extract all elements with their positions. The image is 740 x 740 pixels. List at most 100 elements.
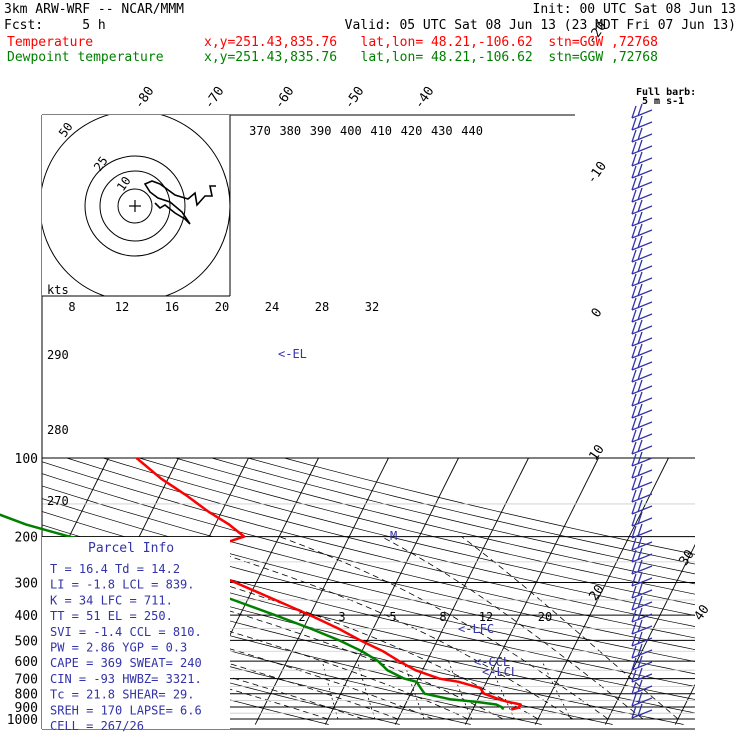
wind-barb-staff — [631, 277, 653, 287]
wind-barb-flag — [631, 513, 637, 527]
parcel-info-row: Tc = 21.8 SHEAR= 29. — [50, 688, 195, 702]
wind-barb-staff — [631, 229, 653, 239]
pressure-tick-label: 100 — [15, 452, 38, 467]
theta-e-label: 410 — [370, 124, 392, 138]
wind-barb-flag — [631, 297, 637, 311]
wind-barb-flag — [631, 501, 637, 515]
wind-barb-flag — [637, 199, 643, 213]
wind-barb-flag — [631, 489, 637, 503]
wind-barb-flag — [631, 633, 637, 647]
temperature-tick-label: -80 — [132, 84, 158, 112]
pressure-tick-label: 1000 — [7, 713, 38, 728]
temperature-tick-label: -50 — [342, 84, 368, 112]
wind-barb-staff — [631, 673, 653, 683]
wind-barb-staff — [631, 565, 653, 575]
parcel-info-row: SVI = -1.4 CCL = 810. — [50, 625, 202, 639]
mixing-ratio-label: 3 — [338, 610, 345, 624]
dry-adiabat — [211, 457, 695, 575]
wind-barb-flag — [631, 189, 637, 203]
wind-barb-flag — [631, 105, 637, 119]
temperature-tick-label: -60 — [272, 84, 298, 112]
hodograph-speed-label: 24 — [265, 300, 279, 314]
hodograph-speed-label: 16 — [165, 300, 179, 314]
isotherm — [394, 457, 529, 725]
wind-barb-flag — [631, 381, 637, 395]
wind-barb-staff — [631, 109, 653, 119]
temperature-tick-label: 0 — [589, 305, 606, 320]
hodograph-trace — [143, 180, 216, 225]
wind-barb-flag — [637, 463, 643, 477]
dry-adiabat — [42, 473, 695, 639]
parcel-info-row: SREH = 170 LAPSE= 6.6 — [50, 703, 202, 717]
parcel-info-row: LI = -1.8 LCL = 839. — [50, 578, 195, 592]
wind-barb-flag — [637, 475, 643, 489]
wind-barb-flag — [637, 391, 643, 405]
wind-barb-staff — [631, 517, 653, 527]
wind-barb-flag — [637, 259, 643, 273]
parcel-info-row: K = 34 LFC = 711. — [50, 593, 173, 607]
profile-annotation: M — [390, 529, 397, 543]
wind-barb-staff — [631, 289, 653, 299]
dewpoint-profile — [0, 513, 505, 711]
wind-barb-flag — [637, 379, 643, 393]
dry-adiabat — [42, 498, 695, 662]
wind-barb-staff — [631, 217, 653, 227]
pressure-tick-label: 900 — [15, 701, 38, 716]
wind-barb-staff — [631, 649, 653, 659]
profile-annotation: <-LCL — [482, 665, 518, 679]
wind-barb-flag — [631, 165, 637, 179]
dry-adiabat — [42, 597, 542, 725]
hodograph-ring-50 — [84, 155, 186, 257]
wind-barb-flag — [631, 345, 637, 359]
profile-annotation: <-EL — [278, 347, 307, 361]
wind-barb-flag — [631, 429, 637, 443]
forecast-hour: Fcst: 5 h — [4, 18, 106, 33]
dewpoint-location: x,y=251.43,835.76 lat,lon= 48.21,-106.62… — [204, 50, 658, 65]
wind-barb-staff — [631, 349, 653, 359]
wind-barb-flag — [631, 681, 637, 695]
wind-barb-flag — [637, 331, 643, 345]
wind-barb-flag — [631, 549, 637, 563]
wind-barb-flag — [637, 631, 643, 645]
wind-barb-staff — [631, 625, 653, 635]
dry-adiabat — [42, 581, 613, 725]
temperature-tick-label: 40 — [691, 602, 712, 623]
wind-barb-flag — [631, 585, 637, 599]
hodograph-speed-label: 28 — [315, 300, 329, 314]
temperature-tick-label: -70 — [202, 84, 228, 112]
wind-barb-flag — [631, 693, 637, 707]
wind-barb-flag — [631, 213, 637, 227]
hodograph-speed-label: 32 — [365, 300, 379, 314]
wind-barb-flag — [637, 595, 643, 609]
dry-adiabat — [139, 457, 695, 595]
wind-barb-flag — [631, 477, 637, 491]
wind-barb-staff — [631, 445, 653, 455]
wind-barb-staff — [631, 541, 653, 551]
wind-barb-flag — [637, 655, 643, 669]
dry-adiabat — [102, 457, 695, 606]
isotherm — [464, 457, 599, 725]
theta-e-label: 430 — [431, 124, 453, 138]
pressure-tick-label: 200 — [15, 531, 38, 546]
wind-barb-staff — [631, 433, 653, 443]
wind-barb-staff — [631, 169, 653, 179]
pressure-tick-label: 600 — [15, 655, 38, 670]
wind-barb-staff — [631, 469, 653, 479]
wind-barb-staff — [631, 373, 653, 383]
wind-barb-flag — [631, 609, 637, 623]
wind-barb-flag — [631, 309, 637, 323]
wind-barb-flag — [631, 705, 637, 719]
pressure-tick-label: 400 — [15, 609, 38, 624]
wind-barb-flag — [637, 223, 643, 237]
wind-barb-flag — [631, 237, 637, 251]
moist-adiabat — [42, 620, 364, 720]
parcel-info-row: CAPE = 369 SWEAT= 240 — [50, 656, 202, 670]
wind-barb-flag — [637, 115, 643, 129]
wind-barb-staff — [631, 421, 653, 431]
wind-barb-flag — [637, 691, 643, 705]
wind-barb-staff — [631, 361, 653, 371]
parcel-info-row: CELL = 267/26 — [50, 719, 144, 733]
wind-barb-staff — [631, 133, 653, 143]
profile-annotation: <-LFC — [458, 622, 494, 636]
